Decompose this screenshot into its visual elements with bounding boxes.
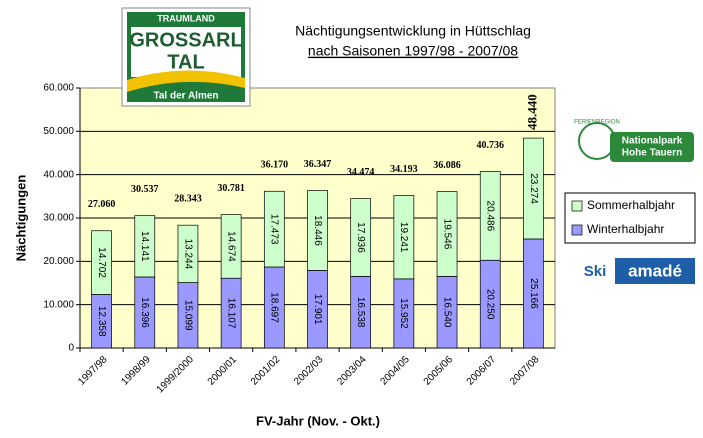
total-label: 28.343 xyxy=(174,193,202,204)
bar-segment xyxy=(307,190,328,271)
segment-label: 12.358 xyxy=(96,306,107,337)
segment-label: 17.473 xyxy=(269,214,280,245)
segment-label: 18.446 xyxy=(312,215,323,246)
legend-label: Sommerhalbjahr xyxy=(587,198,675,212)
segment-label: 16.540 xyxy=(441,297,452,328)
logo-text: Hohe Tauern xyxy=(622,148,682,159)
logo-bg xyxy=(575,258,615,284)
segment-label: 19.241 xyxy=(398,222,409,253)
logo-text: Ski xyxy=(584,263,607,280)
segment-label: 20.250 xyxy=(485,289,496,320)
segment-label: 16.538 xyxy=(355,297,366,328)
logo-text: Tal der Almen xyxy=(153,91,218,102)
total-label: 30.781 xyxy=(217,183,245,194)
x-tick-label: 2005/06 xyxy=(422,354,456,388)
bar-segment xyxy=(436,191,458,277)
y-tick-label: 60.000 xyxy=(43,83,74,94)
y-tick-label: 10.000 xyxy=(43,299,74,310)
logo-panel xyxy=(131,27,241,77)
total-label: 48.440 xyxy=(524,94,539,130)
bar-segment xyxy=(220,214,242,279)
x-tick-label: 2004/05 xyxy=(379,354,413,388)
bar-segment xyxy=(350,198,372,277)
segment-label: 14.674 xyxy=(225,231,236,262)
x-tick-label: 1997/98 xyxy=(76,354,110,388)
segment-label: 19.546 xyxy=(441,219,452,250)
chart-subtitle: nach Saisonen 1997/98 - 2007/08 xyxy=(308,43,518,59)
y-axis-label: Nächtigungen xyxy=(13,175,28,262)
total-label: 34.193 xyxy=(390,164,418,175)
segment-label: 18.697 xyxy=(269,292,280,323)
x-tick-label: 2001/02 xyxy=(249,354,283,388)
grossarl-logo: TRAUMLAND GROSSARL TAL Tal der Almen xyxy=(121,7,251,107)
logo-text: TAL xyxy=(167,51,204,73)
x-tick-label: 2002/03 xyxy=(292,354,326,388)
total-label: 34.474 xyxy=(347,167,375,178)
logo-bg xyxy=(610,132,694,162)
segment-label: 15.099 xyxy=(182,300,193,331)
bar-segment xyxy=(263,190,285,268)
segment-label: 16.396 xyxy=(139,297,150,328)
y-tick-label: 30.000 xyxy=(43,213,74,224)
legend-swatch xyxy=(571,224,583,236)
total-label: 36.347 xyxy=(304,159,332,170)
legend-label: Winterhalbjahr xyxy=(587,222,664,236)
segment-label: 25.166 xyxy=(528,278,539,309)
segment-label: 13.244 xyxy=(182,239,193,270)
total-label: 27.060 xyxy=(88,199,116,210)
x-tick-label: 2007/08 xyxy=(508,354,542,388)
y-tick-label: 50.000 xyxy=(43,126,74,137)
y-tick-label: 40.000 xyxy=(43,169,74,180)
x-tick-label: 1998/99 xyxy=(119,354,153,388)
chart-title: Nächtigungsentwicklung in Hüttschlag xyxy=(295,23,531,39)
segment-label: 17.936 xyxy=(355,222,366,253)
legend xyxy=(564,192,696,244)
segment-label: 14.702 xyxy=(96,247,107,278)
bar-segment xyxy=(134,215,156,278)
segment-label: 14.141 xyxy=(139,231,150,262)
x-axis-label: FV-Jahr (Nov. - Okt.) xyxy=(256,413,380,428)
logo-wave xyxy=(127,70,245,92)
x-tick-label: 1999/2000 xyxy=(155,354,197,396)
y-tick-label: 0 xyxy=(68,343,74,354)
logo-bg xyxy=(615,258,695,284)
total-label: 30.537 xyxy=(131,184,159,195)
total-label: 36.086 xyxy=(433,160,461,171)
ski-logo: Ski amadé xyxy=(575,258,695,284)
bar-segment xyxy=(177,224,199,283)
x-tick-label: 2003/04 xyxy=(335,354,369,388)
segment-label: 15.952 xyxy=(398,298,409,329)
bar-segment xyxy=(91,230,112,295)
segment-label: 16.107 xyxy=(225,298,236,329)
logo-text: TRAUMLAND xyxy=(157,13,215,23)
total-label: 40.736 xyxy=(476,140,504,151)
logo-text: FERIENREGION xyxy=(574,120,620,126)
bar-segment xyxy=(523,137,544,240)
total-label: 36.170 xyxy=(261,160,289,171)
legend-swatch xyxy=(571,200,583,212)
bar-segment xyxy=(479,171,501,261)
segment-label: 20.486 xyxy=(485,201,496,232)
logo-text: amadé xyxy=(628,261,682,280)
y-tick-label: 20.000 xyxy=(43,256,74,267)
nationalpark-logo: FERIENREGION Nationalpark Hohe Tauern xyxy=(574,120,694,162)
logo-text: GROSSARL xyxy=(129,29,242,51)
segment-label: 23.274 xyxy=(528,173,539,204)
x-tick-label: 2006/07 xyxy=(465,354,499,388)
x-tick-label: 2000/01 xyxy=(206,354,240,388)
logo-text: Nationalpark xyxy=(622,136,683,147)
bar-segment xyxy=(393,195,415,280)
logo-ring xyxy=(578,122,616,160)
segment-label: 17.901 xyxy=(312,294,323,325)
